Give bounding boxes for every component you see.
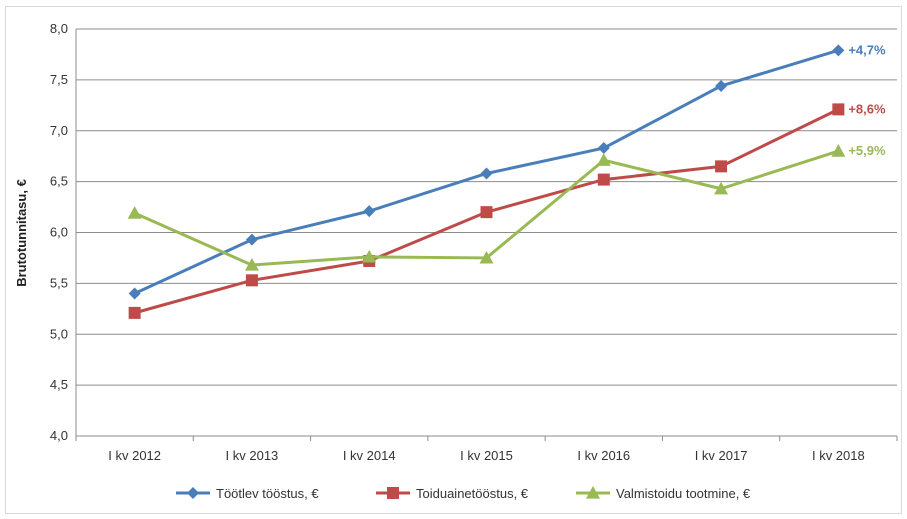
- legend-label: Valmistoidu tootmine, €: [616, 486, 751, 501]
- series-end-label: +8,6%: [848, 101, 886, 116]
- data-point: [597, 142, 610, 155]
- data-point: [128, 306, 141, 319]
- series-1: [128, 44, 845, 300]
- gridlines: [76, 28, 897, 437]
- data-point: [596, 153, 611, 166]
- data-point: [479, 250, 494, 264]
- data-point: [480, 206, 493, 219]
- data-point: [714, 181, 729, 195]
- data-point: [597, 173, 610, 186]
- data-point: [832, 44, 845, 57]
- data-point: [586, 486, 600, 499]
- chart-frame: [5, 6, 902, 514]
- y-tick-label: 5,5: [50, 275, 68, 290]
- data-point: [387, 487, 399, 499]
- data-point: [187, 487, 199, 499]
- x-tick-label: I kv 2018: [812, 448, 865, 463]
- y-tick-label: 8,0: [50, 21, 68, 36]
- legend-item: Valmistoidu tootmine, €: [576, 486, 751, 501]
- data-point: [245, 233, 258, 246]
- data-point: [715, 160, 728, 173]
- y-tick-label: 7,5: [50, 72, 68, 87]
- x-tick-label: I kv 2014: [343, 448, 396, 463]
- x-tick-label: I kv 2012: [108, 448, 161, 463]
- legend-label: Toiduainetööstus, €: [416, 486, 529, 501]
- x-tick-label: I kv 2015: [460, 448, 513, 463]
- data-point: [832, 103, 845, 116]
- legend-item: Töötlev tööstus, €: [176, 486, 319, 501]
- end-labels: +4,7% +8,6% +5,9%: [848, 42, 886, 158]
- data-point: [127, 206, 142, 219]
- data-point: [362, 249, 377, 263]
- data-point: [245, 274, 258, 287]
- axes: 4,0 4,5 5,0 5,5 6,0 6,5 7,0 7,5 8,0 I kv 2012 I kv…: [50, 21, 898, 463]
- x-tick-label: I kv 2016: [577, 448, 630, 463]
- x-tick-label: I kv 2013: [226, 448, 279, 463]
- x-tick-label: I kv 2017: [695, 448, 748, 463]
- series-end-label: +5,9%: [848, 143, 886, 158]
- data-point: [715, 79, 728, 92]
- data-point: [363, 205, 376, 218]
- series-3: [127, 144, 846, 271]
- y-tick-label: 6,5: [50, 174, 68, 189]
- y-tick-label: 4,0: [50, 428, 68, 443]
- y-axis-title: Brutotunnitasu, €: [14, 179, 29, 287]
- data-point: [128, 287, 141, 300]
- series-lines: [127, 44, 846, 319]
- data-point: [244, 258, 259, 271]
- y-tick-label: 7,0: [50, 123, 68, 138]
- legend-item: Toiduainetööstus, €: [376, 486, 529, 501]
- data-point: [480, 167, 493, 180]
- series-2: [128, 103, 845, 319]
- series-end-label: +4,7%: [848, 42, 886, 57]
- legend-label: Töötlev tööstus, €: [216, 486, 319, 501]
- y-tick-label: 5,0: [50, 326, 68, 341]
- y-tick-label: 6,0: [50, 225, 68, 240]
- y-tick-label: 4,5: [50, 377, 68, 392]
- data-point: [831, 144, 846, 157]
- legend: Töötlev tööstus, € Toiduainetööstus, € Val…: [176, 486, 751, 501]
